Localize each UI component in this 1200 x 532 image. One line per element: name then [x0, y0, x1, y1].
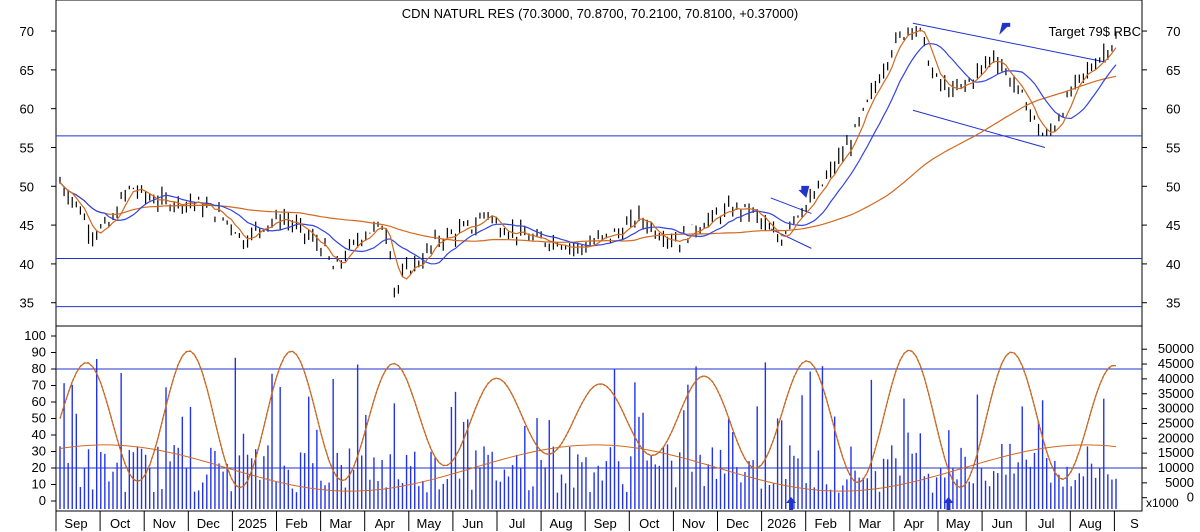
y-tick-label-right: 65: [1166, 63, 1180, 78]
volume-axis-right: 0500010000150002000025000300003500040000…: [1142, 341, 1194, 505]
y-tick-label-left: 50: [20, 179, 34, 194]
indicator-tick-label: 40: [32, 427, 46, 442]
moving-average-mid-line: [59, 42, 1117, 265]
indicator-tick-label: 70: [32, 378, 46, 393]
trend-channel-line: [912, 109, 1046, 148]
moving-average-slow-line: [59, 75, 1117, 243]
indicator-tick-label: 20: [32, 460, 46, 475]
x-axis: Sep Oct Nov Dec 2025 Feb Mar Apr May Jun Jul Aug Sep…: [55, 510, 1142, 531]
indicator-tick-label: 50: [32, 411, 46, 426]
indicator-tick-label: 90: [32, 345, 46, 360]
y-tick-label-right: 50: [1166, 179, 1180, 194]
volume-tick-label: 25000: [1158, 415, 1194, 430]
x-tick-label: Oct: [639, 516, 660, 531]
x-tick-label: Jun: [992, 516, 1013, 531]
y-tick-label-right: 55: [1166, 140, 1180, 155]
y-tick-label-left: 70: [20, 24, 34, 39]
x-tick-label: Jun: [462, 516, 483, 531]
x-tick-label: Feb: [285, 516, 307, 531]
x-tick-label: Apr: [375, 516, 396, 531]
x-tick-label: Dec: [197, 516, 221, 531]
signal-arrow-icon: [999, 22, 1011, 35]
stochastic-lines: [59, 349, 1117, 492]
y-tick-label-left: 45: [20, 218, 34, 233]
stochastic-slow-line: [59, 444, 1117, 492]
volume-tick-label: 10000: [1158, 460, 1194, 475]
indicator-tick-label: 80: [32, 361, 46, 376]
y-tick-label-left: 65: [20, 63, 34, 78]
trend-channel-line: [912, 22, 1106, 63]
x-tick-label: May: [946, 516, 971, 531]
x-tick-label: Feb: [814, 516, 836, 531]
y-tick-label-left: 40: [20, 257, 34, 272]
volume-tick-label: 0: [1187, 490, 1194, 505]
indicator-tick-label: 30: [32, 444, 46, 459]
indicator-tick-label: 10: [32, 477, 46, 492]
indicator-arrows: [786, 497, 954, 510]
moving-averages: [59, 29, 1117, 280]
price-horizontal-levels: [56, 135, 1142, 308]
x-tick-label: Mar: [859, 516, 882, 531]
moving-average-fast-line: [59, 29, 1117, 280]
x-tick-label: May: [417, 516, 442, 531]
volume-tick-label: 35000: [1158, 386, 1194, 401]
y-tick-label-right: 70: [1166, 24, 1180, 39]
indicator-tick-label: 100: [24, 328, 46, 343]
x-tick-label: Sep: [594, 516, 617, 531]
volume-tick-label: 50000: [1158, 341, 1194, 356]
y-tick-label-left: 35: [20, 296, 34, 311]
y-tick-label-right: 40: [1166, 257, 1180, 272]
x-tick-label: S: [1130, 516, 1139, 531]
volume-tick-label: 30000: [1158, 401, 1194, 416]
price-bars: [59, 26, 1117, 298]
x-tick-label: Oct: [110, 516, 131, 531]
x-tick-label: Aug: [550, 516, 573, 531]
x-tick-label: Mar: [329, 516, 352, 531]
volume-tick-label: 40000: [1158, 371, 1194, 386]
x-tick-label: Aug: [1079, 516, 1102, 531]
stochastic-k-line: [59, 349, 1116, 489]
trend-channel-line: [770, 228, 812, 249]
indicator-tick-label: 60: [32, 394, 46, 409]
x-tick-label: 2025: [238, 516, 267, 531]
price-trend-channels: [770, 22, 1106, 249]
y-tick-label-right: 35: [1166, 296, 1180, 311]
volume-tick-label: 15000: [1158, 445, 1194, 460]
volume-tick-label: 20000: [1158, 430, 1194, 445]
y-tick-label-left: 55: [20, 140, 34, 155]
x-tick-label: Jul: [509, 516, 526, 531]
x-tick-label: Apr: [904, 516, 925, 531]
x-tick-label: Sep: [64, 516, 87, 531]
price-panel: 35 35 40 40 45 45 50 50 55 55 60 60 65 65 70 70 Target …: [20, 0, 1181, 327]
indicator-arrow-icon: [786, 497, 797, 510]
y-tick-label-right: 45: [1166, 218, 1180, 233]
x-tick-label: Jul: [1038, 516, 1055, 531]
x-tick-label: Dec: [726, 516, 750, 531]
volume-tick-label: 45000: [1158, 356, 1194, 371]
chart-title: CDN NATURL RES (70.3000, 70.8700, 70.210…: [402, 6, 798, 21]
target-annotation: Target 79$ RBC: [1049, 24, 1142, 39]
signal-arrow-icon: [798, 185, 810, 198]
x-tick-label: Nov: [682, 516, 706, 531]
x-tick-label: 2026: [767, 516, 796, 531]
indicator-arrow-icon: [943, 497, 954, 510]
volume-unit-label: x1000: [1146, 496, 1179, 510]
y-tick-label-right: 60: [1166, 102, 1180, 117]
signal-arrows: [798, 22, 1011, 198]
y-tick-label-left: 60: [20, 102, 34, 117]
price-axis: 35 35 40 40 45 45 50 50 55 55 60 60 65 65 70 70: [20, 24, 1181, 311]
x-tick-label: Nov: [153, 516, 177, 531]
indicator-tick-label: 0: [39, 493, 46, 508]
volume-tick-label: 5000: [1165, 475, 1194, 490]
trend-channel-line: [770, 197, 812, 214]
